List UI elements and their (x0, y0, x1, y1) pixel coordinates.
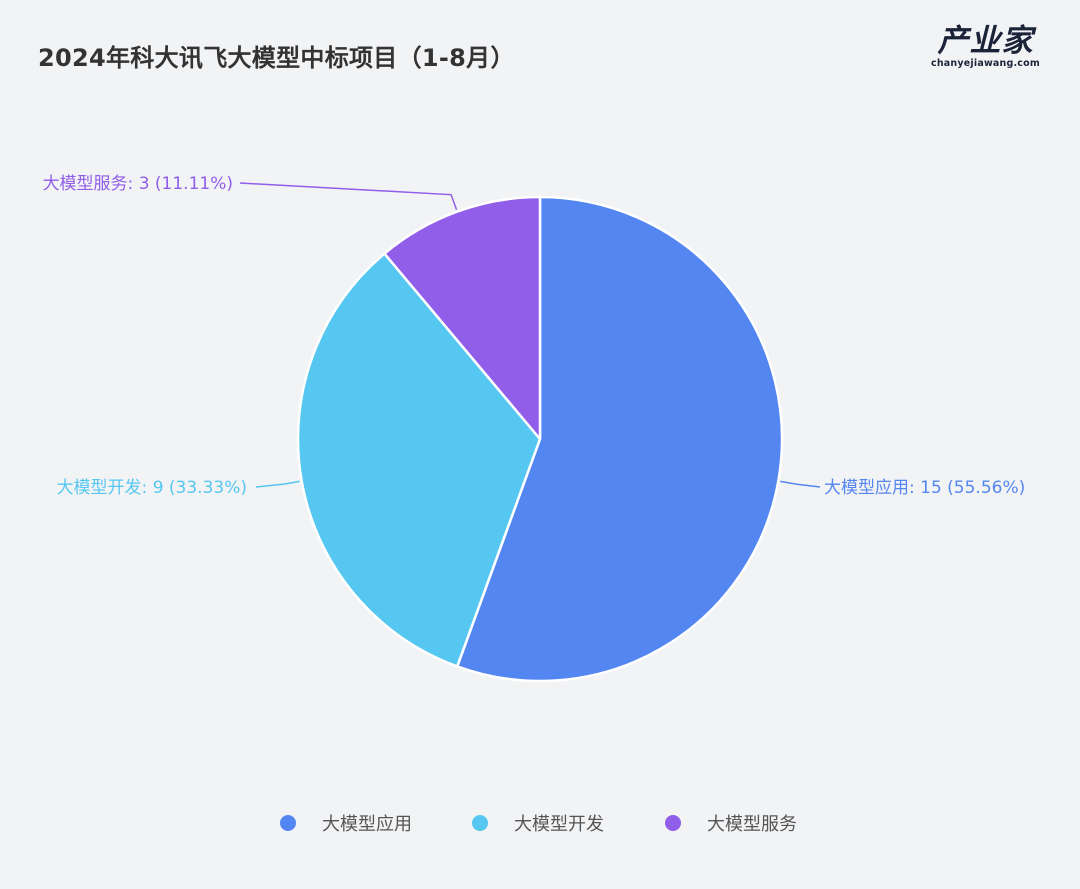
brand-name: 产业家 (937, 23, 1034, 59)
leader-line-service (239, 182, 458, 210)
legend-item-service[interactable]: 大模型服务 (665, 808, 797, 838)
chart-title: 2024年科大讯飞大模型中标项目（1-8月） (38, 44, 515, 72)
legend-label-app: 大模型应用 (322, 814, 412, 835)
legend-item-app[interactable]: 大模型应用 (280, 808, 412, 838)
leader-line-dev (255, 480, 300, 488)
slice-label-app: 大模型应用: 15 (55.56%) (824, 478, 1025, 498)
pie-chart: 大模型应用: 15 (55.56%) 大模型开发: 9 (33.33%) 大模型服务… (43, 174, 1025, 683)
chart-legend: 大模型应用 大模型开发 大模型服务 (0, 808, 1080, 838)
legend-dot-app (280, 815, 296, 831)
legend-item-dev[interactable]: 大模型开发 (472, 808, 604, 838)
slice-label-service: 大模型服务: 3 (11.11%) (43, 174, 233, 194)
pie-slice-service[interactable] (383, 195, 542, 441)
brand-logo: 产业家 chanyejiawang.com (918, 24, 1053, 70)
legend-label-service: 大模型服务 (707, 814, 797, 835)
pie-slice-dev[interactable] (296, 252, 542, 668)
brand-url: chanyejiawang.com (931, 58, 1040, 69)
legend-dot-service (665, 815, 681, 831)
pie-slice-app[interactable] (455, 195, 784, 683)
legend-label-dev: 大模型开发 (514, 814, 604, 835)
legend-dot-dev (472, 815, 488, 831)
slice-label-dev: 大模型开发: 9 (33.33%) (57, 478, 247, 498)
leader-line-app (780, 480, 821, 488)
